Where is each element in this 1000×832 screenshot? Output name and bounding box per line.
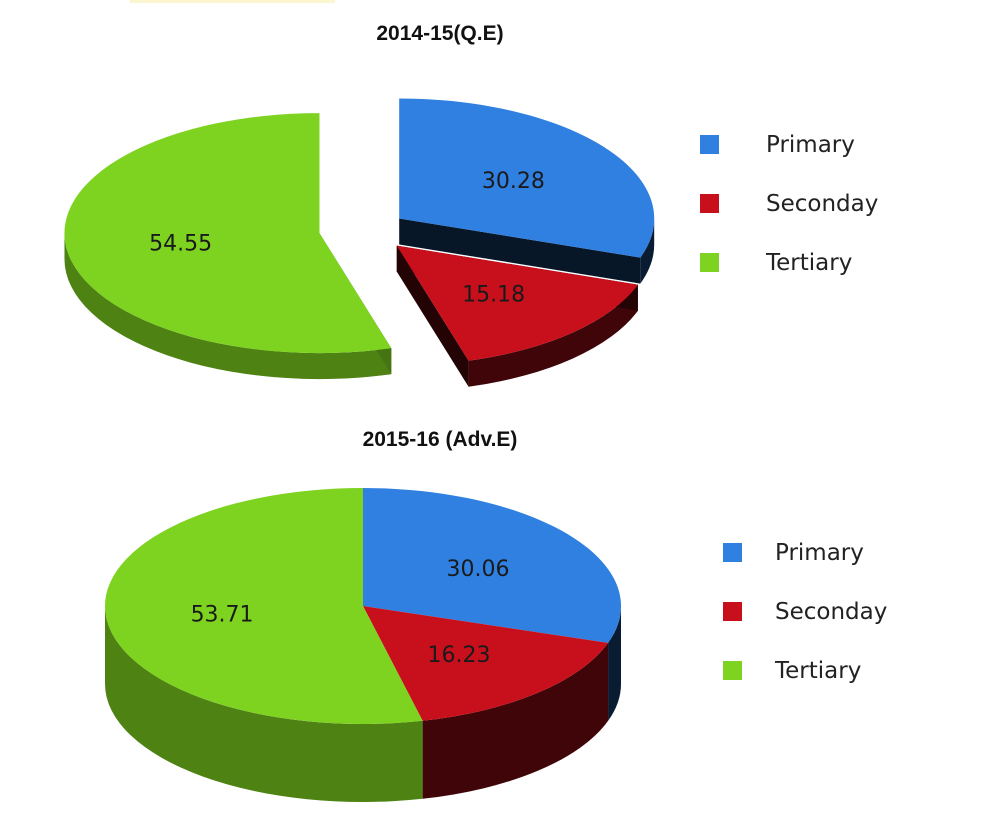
pie-slice-seconday — [363, 606, 609, 721]
pie-slices — [105, 488, 621, 724]
pie-data-label-tertiary: 54.55 — [149, 231, 212, 256]
legend-label: Seconday — [775, 599, 888, 625]
legend-label: Primary — [766, 132, 855, 158]
pie-cut-face-primary — [399, 218, 641, 284]
chart-title: 2014-15(Q.E) — [376, 22, 504, 45]
legend-swatch-tertiary — [723, 661, 742, 680]
chart-title: 2015-16 (Adv.E) — [362, 428, 518, 451]
legend-label: Seconday — [766, 191, 879, 217]
pie-slices — [64, 98, 655, 361]
pie-slice-tertiary — [105, 488, 423, 724]
top-decor-line — [130, 0, 335, 3]
pie-slice-tertiary — [64, 113, 392, 354]
legend-swatch-tertiary — [700, 253, 719, 272]
legend-swatch-seconday — [723, 602, 742, 621]
pie-wall-seconday — [422, 642, 609, 799]
pie-wall-tertiary — [64, 233, 392, 380]
pie-wall-primary — [608, 606, 621, 721]
pie-data-labels: 30.28 15.18 54.55 — [149, 169, 545, 307]
pie-cut-face-seconday — [396, 245, 469, 387]
legend-swatch-primary — [723, 543, 742, 562]
pie-plot-area: 30.28 15.18 54.55 — [64, 98, 655, 387]
pie-data-label-primary: 30.28 — [482, 169, 545, 194]
legend-label: Primary — [775, 540, 864, 566]
legend-swatch-seconday — [700, 194, 719, 213]
pie-data-label-primary: 30.06 — [446, 557, 509, 582]
pie-slice-primary — [363, 488, 621, 643]
pie-data-label-seconday: 16.23 — [428, 643, 491, 668]
pie-chart-2015-16: 2015-16 (Adv.E) 30.06 16.23 53.71 Primary … — [0, 428, 1000, 832]
pie-data-labels: 30.06 16.23 53.71 — [191, 557, 510, 668]
legend-label: Tertiary — [775, 658, 862, 684]
pie-chart-2014-15: 2014-15(Q.E) 30.28 15.18 54.55 Primary Sec… — [0, 22, 1000, 412]
pie-plot-area: 30.06 16.23 53.71 — [105, 488, 621, 802]
pie-data-label-tertiary: 53.71 — [191, 603, 254, 628]
pie-wall-primary — [640, 218, 655, 284]
pie-data-label-seconday: 15.18 — [462, 282, 525, 307]
pie-wall-seconday — [468, 284, 638, 387]
legend-swatch-primary — [700, 135, 719, 154]
pie-slice-seconday — [396, 245, 638, 361]
pie-wall-tertiary — [105, 606, 423, 802]
pie-slice-primary — [399, 98, 655, 258]
legend-label: Tertiary — [766, 250, 853, 276]
pie-side-walls — [105, 606, 621, 802]
